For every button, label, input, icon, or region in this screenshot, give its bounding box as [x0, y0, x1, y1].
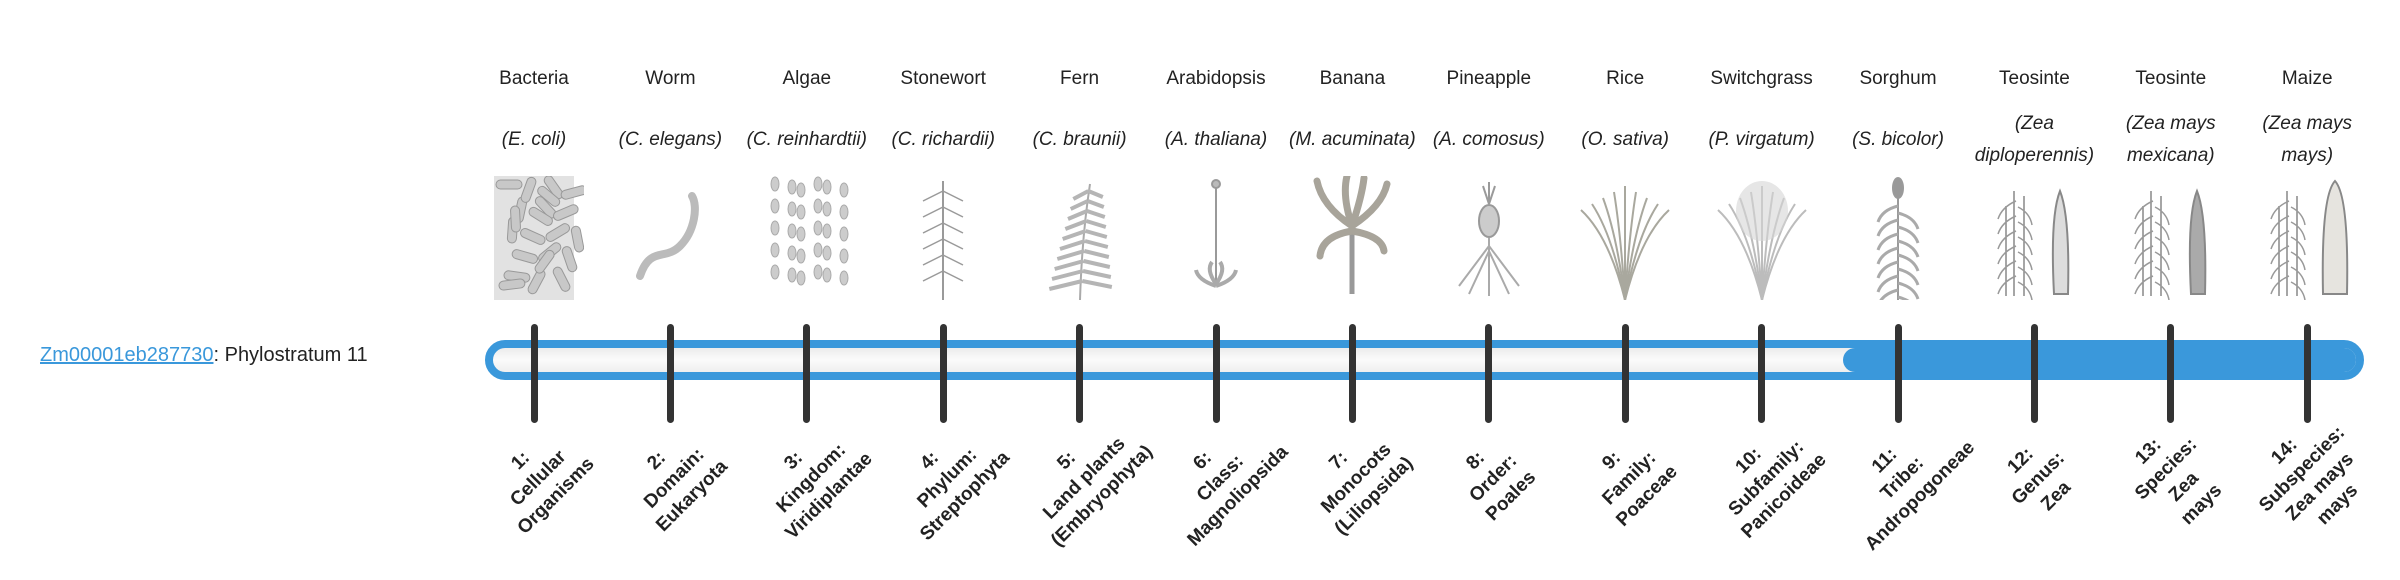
scientific-name: (P. virgatum): [1690, 108, 1834, 172]
switchgrass-icon: [1712, 176, 1812, 301]
scientific-name: (S. bicolor): [1826, 108, 1970, 172]
scientific-name: (C. braunii): [1008, 108, 1152, 172]
stratum-tick: [1485, 324, 1493, 423]
scientific-name: (A. comosus): [1417, 108, 1561, 172]
stratum-tick: [2167, 324, 2175, 423]
scientific-name: (O. sativa): [1553, 108, 1697, 172]
common-name: Stonewort: [900, 68, 986, 89]
pineapple-icon: [1439, 176, 1539, 300]
gene-id-link[interactable]: Zm00001eb287730: [40, 344, 214, 366]
worm-icon: [620, 176, 720, 300]
stratum-tick: [1348, 324, 1356, 423]
scientific-name-text: (S. bicolor): [1852, 129, 1944, 150]
common-name: Switchgrass: [1710, 68, 1813, 89]
scientific-name: (M. acuminata): [1280, 108, 1424, 172]
algae-icon: [757, 176, 857, 300]
stratum-tick: [1621, 324, 1629, 423]
stratum-tick: [2030, 324, 2038, 423]
arabidopsis-icon: [1166, 176, 1266, 300]
stratum-tick: [939, 324, 947, 423]
common-name: Pineapple: [1446, 68, 1532, 89]
sorghum-icon: [1848, 176, 1948, 314]
scientific-name: (A. thaliana): [1144, 108, 1288, 172]
stratum-tick: [1758, 324, 1766, 423]
scientific-name-text: (C. richardii): [891, 129, 995, 150]
scientific-name: (C. elegans): [598, 108, 742, 172]
scientific-name-text: (Zea mays mays): [2262, 113, 2353, 166]
common-name: Fern: [1060, 68, 1100, 89]
stratum-tick: [2303, 324, 2311, 423]
stratum-tick: [1076, 324, 1084, 423]
stratum-tick: [666, 324, 674, 423]
scientific-name-text: (A. comosus): [1432, 129, 1545, 150]
scientific-name-text: (E. coli): [501, 129, 567, 150]
scientific-name-text: (C. elegans): [618, 129, 723, 150]
gene-label: Zm00001eb287730: Phylostratum 11: [40, 344, 368, 367]
common-name: Bacteria: [499, 68, 569, 89]
phylostratum-bar-fill: [1843, 348, 2356, 372]
scientific-name-text: (C. reinhardtii): [746, 129, 867, 150]
scientific-name: (Zea mays mays): [2235, 108, 2379, 172]
common-name: Teosinte: [1999, 68, 2070, 89]
stonewort-icon: [893, 176, 993, 300]
scientific-name: (Zea diploperennis): [1962, 108, 2106, 172]
teosinte-icon: [1984, 176, 2084, 301]
scientific-name-text: (O. sativa): [1581, 129, 1669, 150]
bacteria-icon: [484, 175, 588, 300]
scientific-name-text: (C. braunii): [1032, 129, 1127, 150]
common-name: Algae: [782, 68, 832, 89]
scientific-name-text: (A. thaliana): [1164, 129, 1268, 150]
maize-icon: [2257, 176, 2357, 301]
scientific-name: (Zea mays mexicana): [2099, 108, 2243, 172]
phylostratum-text: : Phylostratum 11: [213, 344, 368, 366]
scientific-name: (E. coli): [462, 108, 606, 172]
common-name: Sorghum: [1859, 68, 1937, 89]
common-name: Maize: [2281, 68, 2333, 89]
stratum-tick: [530, 324, 538, 423]
common-name: Rice: [1606, 68, 1645, 89]
scientific-name-text: (M. acuminata): [1289, 129, 1416, 150]
common-name: Banana: [1319, 68, 1386, 89]
teosinte-mexicana-icon: [2121, 176, 2221, 301]
common-name: Worm: [645, 68, 696, 89]
phylostratum-bar: [485, 340, 2364, 380]
stratum-tick: [803, 324, 811, 423]
stratum-tick: [1894, 324, 1902, 423]
scientific-name-text: (Zea mays mexicana): [2125, 113, 2216, 166]
scientific-name: (C. reinhardtii): [735, 108, 879, 172]
scientific-name-text: (Zea diploperennis): [1974, 113, 2095, 166]
stratum-tick: [1212, 324, 1220, 423]
banana-icon: [1302, 172, 1402, 300]
rice-icon: [1575, 176, 1675, 301]
fern-icon: [1030, 176, 1130, 301]
scientific-name: (C. richardii): [871, 108, 1015, 172]
scientific-name-text: (P. virgatum): [1708, 129, 1815, 150]
common-name: Teosinte: [2135, 68, 2207, 89]
common-name: Arabidopsis: [1166, 68, 1266, 89]
